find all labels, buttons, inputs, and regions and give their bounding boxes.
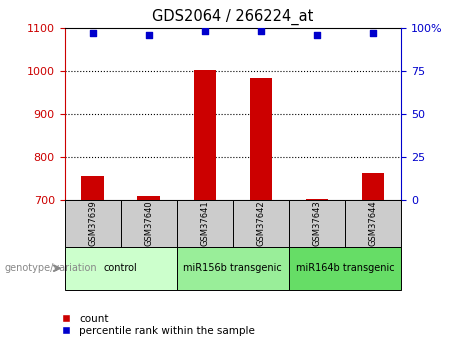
Text: genotype/variation: genotype/variation — [5, 263, 97, 273]
Title: GDS2064 / 266224_at: GDS2064 / 266224_at — [152, 9, 313, 25]
Bar — [194, 70, 216, 200]
Point — [145, 32, 152, 37]
Text: control: control — [104, 263, 137, 273]
Bar — [65, 247, 177, 290]
Bar — [177, 247, 289, 290]
Text: GSM37641: GSM37641 — [200, 200, 209, 246]
Bar — [121, 200, 177, 247]
Point — [201, 28, 208, 34]
Text: GSM37644: GSM37644 — [368, 200, 378, 246]
Text: GSM37643: GSM37643 — [313, 200, 321, 246]
Bar — [250, 79, 272, 200]
Bar — [177, 200, 233, 247]
Bar — [82, 176, 104, 200]
Bar — [306, 199, 328, 200]
Point — [369, 30, 377, 36]
Legend: count, percentile rank within the sample: count, percentile rank within the sample — [51, 309, 260, 340]
Text: GSM37640: GSM37640 — [144, 200, 153, 246]
Point — [313, 32, 321, 37]
Bar — [362, 173, 384, 200]
Text: miR156b transgenic: miR156b transgenic — [183, 263, 282, 273]
Point — [89, 30, 96, 36]
Bar — [233, 200, 289, 247]
Point — [257, 28, 265, 34]
Text: GSM37642: GSM37642 — [256, 200, 266, 246]
Bar — [345, 200, 401, 247]
Bar — [289, 247, 401, 290]
Bar — [289, 200, 345, 247]
Text: miR164b transgenic: miR164b transgenic — [296, 263, 394, 273]
Text: GSM37639: GSM37639 — [88, 200, 97, 246]
Bar — [137, 196, 160, 200]
Bar — [65, 200, 121, 247]
